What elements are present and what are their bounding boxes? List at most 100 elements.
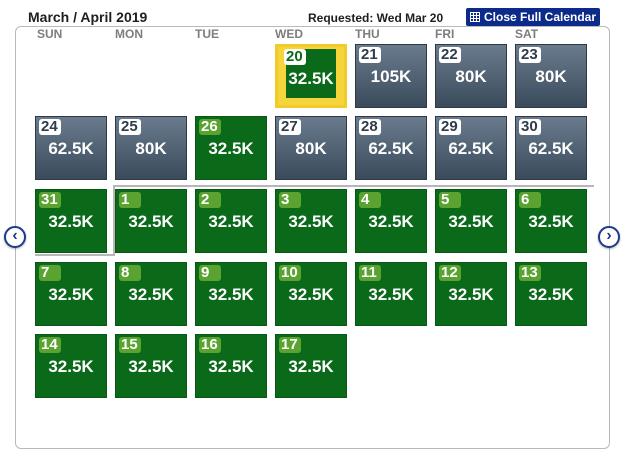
day-number: 21 [359, 47, 381, 63]
weekday-wed: WED [275, 27, 303, 41]
calendar-day-cell[interactable]: 21 105K [355, 44, 427, 108]
day-number: 10 [279, 265, 301, 281]
calendar-day-cell[interactable]: 4 32.5K [355, 189, 427, 253]
day-number: 30 [519, 119, 541, 135]
day-number: 11 [359, 265, 381, 281]
calendar-title: March / April 2019 [28, 9, 148, 25]
calendar-day-cell[interactable]: 16 32.5K [195, 334, 267, 398]
day-price: 62.5K [48, 139, 94, 158]
calendar-day-cell[interactable]: 1 32.5K [115, 189, 187, 253]
day-number: 9 [199, 265, 221, 281]
calendar-day-cell[interactable]: 15 32.5K [115, 334, 187, 398]
day-number: 4 [359, 192, 381, 208]
requested-date: Requested: Wed Mar 20 [308, 11, 444, 25]
day-number: 13 [519, 265, 541, 281]
day-price: 32.5K [208, 285, 254, 304]
day-price: 32.5K [448, 285, 494, 304]
day-number: 6 [519, 192, 541, 208]
day-price: 32.5K [128, 285, 174, 304]
day-price: 32.5K [528, 285, 574, 304]
day-number: 3 [279, 192, 301, 208]
day-price: 32.5K [128, 357, 174, 376]
weekday-fri: FRI [435, 27, 455, 41]
calendar-day-cell[interactable]: 12 32.5K [435, 262, 507, 326]
calendar-day-cell[interactable]: 24 62.5K [35, 116, 107, 180]
weekday-sun: SUN [37, 27, 63, 41]
calendar-day-cell[interactable]: 5 32.5K [435, 189, 507, 253]
month-divider-vertical [113, 185, 115, 256]
day-number: 27 [279, 119, 301, 135]
close-full-calendar-button[interactable]: Close Full Calendar [466, 8, 600, 26]
calendar-day-cell[interactable]: 30 62.5K [515, 116, 587, 180]
day-price: 32.5K [48, 212, 94, 231]
calendar-day-cell[interactable]: 8 32.5K [115, 262, 187, 326]
calendar-day-cell[interactable]: 28 62.5K [355, 116, 427, 180]
day-number: 20 [284, 49, 306, 65]
day-price: 62.5K [448, 139, 494, 158]
calendar-day-cell[interactable]: 25 80K [115, 116, 187, 180]
prev-month-button[interactable]: ‹ [4, 226, 26, 248]
day-number: 8 [119, 265, 141, 281]
day-price: 80K [135, 139, 167, 158]
calendar-day-cell[interactable]: 22 80K [435, 44, 507, 108]
weekday-thu: THU [355, 27, 380, 41]
calendar-day-cell[interactable]: 27 80K [275, 116, 347, 180]
day-number: 15 [119, 337, 141, 353]
day-number: 5 [439, 192, 461, 208]
calendar-day-cell[interactable]: 23 80K [515, 44, 587, 108]
calendar-day-cell[interactable]: 14 32.5K [35, 334, 107, 398]
weekday-mon: MON [115, 27, 143, 41]
day-number: 29 [439, 119, 461, 135]
calendar-day-cell[interactable]: 7 32.5K [35, 262, 107, 326]
day-price: 32.5K [368, 285, 414, 304]
day-number: 31 [39, 192, 61, 208]
calendar-grid-icon [470, 12, 480, 22]
calendar-day-cell[interactable]: 26 32.5K [195, 116, 267, 180]
day-number: 2 [199, 192, 221, 208]
day-price: 32.5K [368, 212, 414, 231]
day-price: 32.5K [208, 357, 254, 376]
day-price: 32.5K [288, 69, 334, 88]
calendar-day-cell[interactable]: 31 32.5K [35, 189, 107, 253]
day-price: 32.5K [448, 212, 494, 231]
day-number: 1 [119, 192, 141, 208]
weekday-tue: TUE [195, 27, 219, 41]
day-price: 32.5K [288, 357, 334, 376]
calendar-day-cell[interactable]: 9 32.5K [195, 262, 267, 326]
day-number: 26 [199, 119, 221, 135]
calendar-day-cell[interactable]: 20 32.5K [275, 44, 347, 108]
day-number: 28 [359, 119, 381, 135]
calendar-day-cell[interactable]: 6 32.5K [515, 189, 587, 253]
calendar-day-cell[interactable]: 17 32.5K [275, 334, 347, 398]
calendar-day-cell[interactable]: 3 32.5K [275, 189, 347, 253]
day-price: 80K [535, 67, 567, 86]
day-number: 14 [39, 337, 61, 353]
close-full-calendar-label: Close Full Calendar [484, 10, 597, 24]
day-number: 23 [519, 47, 541, 63]
day-price: 32.5K [48, 285, 94, 304]
day-price: 105K [370, 67, 412, 86]
day-price: 32.5K [288, 285, 334, 304]
day-price: 32.5K [208, 212, 254, 231]
day-price: 32.5K [528, 212, 574, 231]
month-divider-top [113, 185, 594, 187]
calendar-day-cell[interactable]: 11 32.5K [355, 262, 427, 326]
day-price: 80K [455, 67, 487, 86]
calendar-day-cell[interactable]: 10 32.5K [275, 262, 347, 326]
weekday-sat: SAT [515, 27, 539, 41]
day-price: 62.5K [528, 139, 574, 158]
day-price: 32.5K [208, 139, 254, 158]
day-number: 24 [39, 119, 61, 135]
calendar-day-cell[interactable]: 29 62.5K [435, 116, 507, 180]
calendar-day-cell[interactable]: 2 32.5K [195, 189, 267, 253]
day-number: 12 [439, 265, 461, 281]
day-price: 32.5K [48, 357, 94, 376]
day-price: 32.5K [128, 212, 174, 231]
next-month-button[interactable]: › [598, 226, 620, 248]
day-number: 16 [199, 337, 221, 353]
day-price: 32.5K [288, 212, 334, 231]
calendar-day-cell[interactable]: 13 32.5K [515, 262, 587, 326]
chevron-right-icon: › [606, 227, 612, 244]
day-number: 7 [39, 265, 61, 281]
day-price: 62.5K [368, 139, 414, 158]
